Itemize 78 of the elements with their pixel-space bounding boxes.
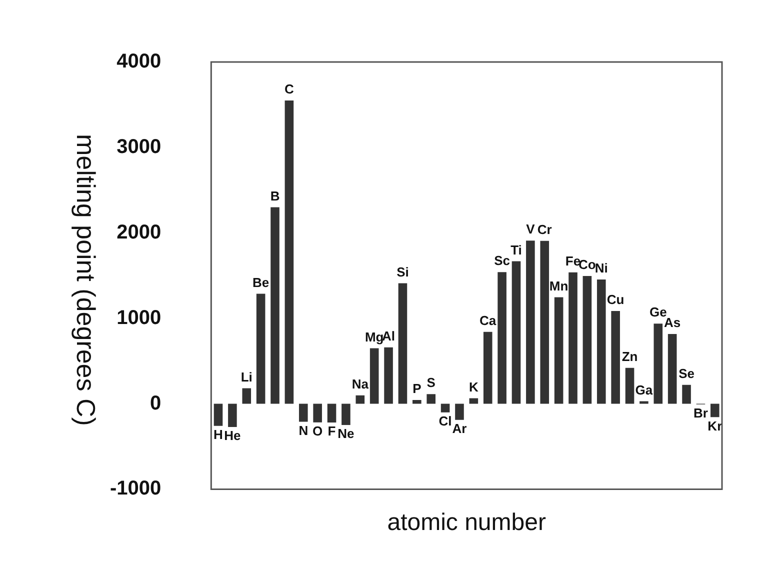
y-tick-label: 4000: [116, 50, 162, 73]
x-tick-label: S: [426, 375, 436, 390]
x-tick-label: Be: [252, 274, 270, 290]
x-tick-label: K: [468, 379, 479, 394]
x-tick-label: Ga: [635, 382, 654, 398]
x-tick-label: Ni: [594, 260, 608, 276]
x-tick-label: As: [664, 315, 681, 330]
bar: [582, 276, 592, 404]
x-tick-label: F: [328, 424, 336, 439]
x-tick-label: Ge: [649, 304, 667, 320]
bar: [455, 404, 464, 420]
x-tick-label: H: [214, 426, 223, 442]
bar: [526, 240, 535, 404]
bar: [398, 283, 408, 404]
bar: [654, 324, 663, 404]
bar: [270, 207, 280, 404]
bar: [256, 294, 266, 404]
x-tick-label: Sc: [494, 253, 510, 268]
x-tick-label: Zn: [622, 348, 638, 364]
bar: [440, 404, 450, 412]
x-tick-label: Mg: [364, 329, 384, 344]
x-tick-label: Mn: [549, 278, 568, 294]
bar: [512, 261, 521, 404]
x-tick-label: Ne: [338, 426, 354, 442]
bar: [596, 279, 606, 404]
x-tick-label: Al: [382, 328, 396, 344]
bar: [370, 348, 379, 404]
x-tick-label: Cl: [438, 413, 452, 428]
y-tick-label: -1000: [110, 478, 162, 500]
bar: [214, 404, 223, 426]
x-tick-label: C: [284, 82, 295, 97]
y-tick-label: 3000: [116, 136, 162, 158]
x-tick-label: Cu: [606, 292, 624, 308]
bar: [284, 100, 294, 404]
x-tick-label: Na: [352, 376, 370, 392]
bar: [412, 400, 422, 404]
bar: [554, 297, 564, 404]
bar: [342, 404, 350, 426]
bar: [483, 332, 492, 404]
y-tick-label: 1000: [116, 306, 162, 329]
x-tick-label: Br: [693, 405, 708, 420]
x-tick-label: Ti: [510, 242, 522, 258]
x-tick-label: Cr: [537, 222, 552, 237]
x-tick-label: Se: [678, 366, 694, 381]
x-tick-label: Kr: [708, 418, 722, 434]
y-axis-title: melting point (degrees C): [70, 133, 101, 428]
bar: [356, 395, 365, 404]
x-tick-label: P: [412, 381, 422, 396]
x-tick-label: He: [224, 428, 241, 444]
x-tick-label: Ar: [452, 420, 467, 436]
bar: [640, 401, 648, 404]
x-tick-label: Ca: [480, 312, 497, 328]
bar: [710, 404, 720, 418]
x-tick-label: Si: [396, 264, 409, 280]
x-tick-label: Co: [578, 257, 596, 272]
bar: [426, 394, 436, 404]
bar: [498, 272, 506, 404]
bar: [668, 334, 677, 404]
x-tick-label: V: [526, 222, 536, 237]
bar: [327, 404, 336, 423]
x-tick-label: B: [270, 188, 280, 204]
x-axis-title: atomic number: [387, 509, 546, 536]
y-tick-label: 2000: [116, 221, 162, 244]
bar: [568, 272, 578, 404]
x-tick-label: O: [312, 423, 323, 438]
bar: [298, 404, 308, 422]
bar: [242, 388, 252, 404]
y-tick-label: 0: [150, 392, 162, 414]
bar: [313, 404, 322, 422]
bar: [228, 404, 237, 427]
bar: [469, 398, 478, 404]
bar: [611, 311, 620, 404]
bar: [384, 347, 393, 404]
bar: [625, 368, 634, 404]
x-tick-label: N: [298, 422, 308, 438]
x-tick-label: Li: [240, 369, 252, 384]
bar: [682, 384, 691, 404]
bar: [540, 240, 550, 404]
